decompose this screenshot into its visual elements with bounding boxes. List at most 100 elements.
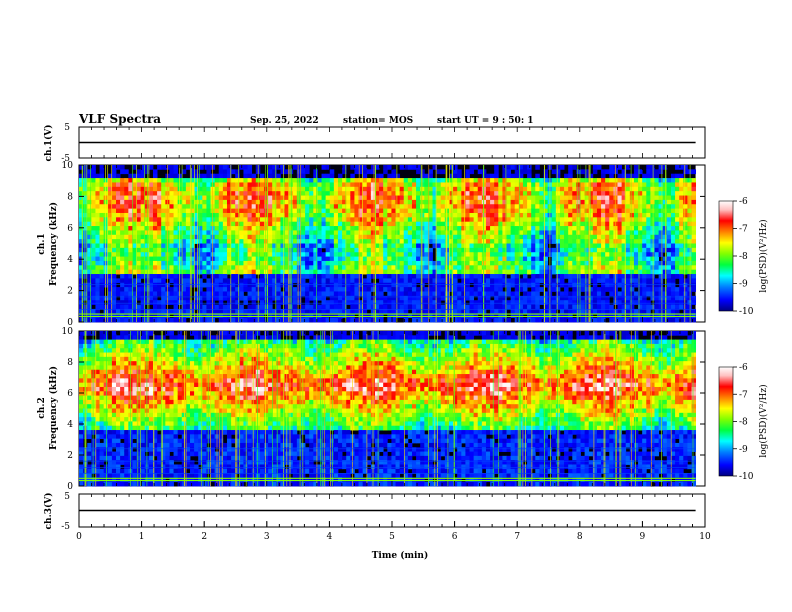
spectrogram-cell: [206, 252, 211, 257]
spectrogram-cell: [83, 226, 88, 231]
spectrogram-cell: [79, 165, 84, 170]
spectrogram-cell: [231, 274, 236, 279]
spectrogram-cell: [387, 260, 392, 266]
spectrogram-cell: [87, 282, 92, 288]
spectrogram-cell: [268, 304, 273, 310]
spectrogram-cell: [609, 247, 614, 253]
spectrogram-cell: [514, 274, 520, 279]
spectrogram-cell: [313, 247, 318, 253]
spectrogram-cell: [157, 252, 162, 257]
spectrogram-cell: [453, 256, 458, 262]
spectrogram-cell: [399, 247, 405, 253]
spectrogram-cell: [580, 260, 586, 266]
spectrogram-cell: [646, 195, 651, 201]
spectrogram-cell: [461, 182, 466, 188]
spectrogram-cell: [263, 230, 269, 236]
spectrogram-cell: [411, 291, 417, 297]
spectrogram-cell: [292, 212, 298, 218]
spectrogram-cell: [83, 182, 88, 188]
spectrogram-cell: [411, 287, 417, 292]
spectrogram-cell: [300, 247, 306, 253]
spectrogram-cell: [411, 269, 417, 275]
spectrogram-cell: [226, 260, 232, 266]
spectrogram-cell: [395, 239, 401, 244]
spectrogram-cell: [354, 252, 359, 257]
spectrogram-cell: [79, 212, 84, 218]
spectrogram-cell: [321, 313, 327, 319]
spectrogram-cell: [642, 239, 647, 244]
spectrogram-cell: [87, 199, 92, 205]
spectrogram-cell: [642, 287, 647, 292]
spectrogram-cell: [642, 260, 647, 266]
spectrogram-cell: [136, 256, 142, 262]
spectrogram-cell: [399, 239, 405, 244]
spectrogram-cell: [305, 252, 310, 257]
spectrogram-cell: [436, 260, 442, 266]
spectrogram-cell: [116, 313, 121, 319]
spectrogram-cell: [346, 260, 351, 266]
spectrogram-cell: [169, 178, 174, 183]
spectrogram-cell: [510, 221, 516, 227]
spectrogram-cell: [494, 317, 499, 323]
spectrogram-cell: [226, 295, 232, 301]
spectrogram-cell: [568, 173, 573, 179]
spectrogram-cell: [576, 199, 581, 205]
spectrogram-cell: [79, 317, 84, 323]
spectrogram-cell: [522, 178, 528, 183]
spectrogram-cell: [535, 274, 540, 279]
spectrogram-cell: [629, 243, 635, 249]
spectrogram-cell: [572, 199, 577, 205]
spectrogram-cell: [173, 217, 179, 223]
spectrogram-cell: [518, 178, 524, 183]
spectrogram-cell: [383, 282, 388, 288]
spectrogram-cell: [317, 304, 322, 310]
spectrogram-cell: [354, 234, 359, 240]
spectrogram-cell: [116, 291, 121, 297]
spectrogram-cell: [485, 291, 491, 297]
spectrogram-cell: [527, 173, 532, 179]
spectrogram-cell: [473, 278, 479, 284]
spectrogram-cell: [596, 265, 602, 271]
spectrogram-cell: [440, 208, 446, 214]
spectrogram-cell: [169, 239, 174, 244]
spectrogram-cell: [136, 208, 142, 214]
spectrogram-cell: [420, 295, 425, 301]
spectrogram-cell: [642, 178, 647, 183]
spectrogram-cell: [111, 173, 117, 179]
spectrogram-cell: [325, 221, 331, 227]
spectrogram-cell: [169, 300, 174, 305]
spectrogram-cell: [453, 252, 458, 257]
spectrogram-cell: [362, 199, 368, 205]
spectrogram-cell: [387, 191, 392, 196]
spectrogram-cell: [222, 230, 228, 236]
spectrogram-cell: [679, 269, 684, 275]
spectrogram-cell: [79, 278, 84, 284]
spectrogram-cell: [469, 217, 475, 223]
spectrogram-cell: [428, 252, 433, 257]
spectrogram-cell: [124, 186, 129, 192]
spectrogram-cell: [124, 308, 129, 314]
spectrogram-cell: [494, 191, 499, 196]
spectrogram-cell: [629, 173, 635, 179]
spectrogram-cell: [124, 247, 129, 253]
spectrogram-cell: [440, 243, 446, 249]
spectrogram-cell: [383, 252, 388, 257]
spectrogram-cell: [337, 308, 343, 314]
spectrogram-cell: [670, 234, 676, 240]
spectrogram-cell: [387, 274, 392, 279]
spectrogram-cell: [268, 226, 273, 231]
spectrogram-cell: [99, 212, 105, 218]
spectrogram-cell: [666, 204, 672, 210]
spectrogram-cell: [239, 226, 244, 231]
spectrogram-cell: [116, 256, 121, 262]
spectrogram-cell: [189, 182, 195, 188]
spectrogram-cell: [226, 247, 232, 253]
spectrogram-cell: [629, 234, 635, 240]
spectrogram-cell: [629, 199, 635, 205]
spectrogram-cell: [477, 221, 483, 227]
spectrogram-cell: [432, 287, 438, 292]
spectrogram-cell: [226, 269, 232, 275]
spectrogram-cell: [436, 217, 442, 223]
spectrogram-cell: [621, 313, 627, 319]
spectrogram-cell: [99, 260, 105, 266]
